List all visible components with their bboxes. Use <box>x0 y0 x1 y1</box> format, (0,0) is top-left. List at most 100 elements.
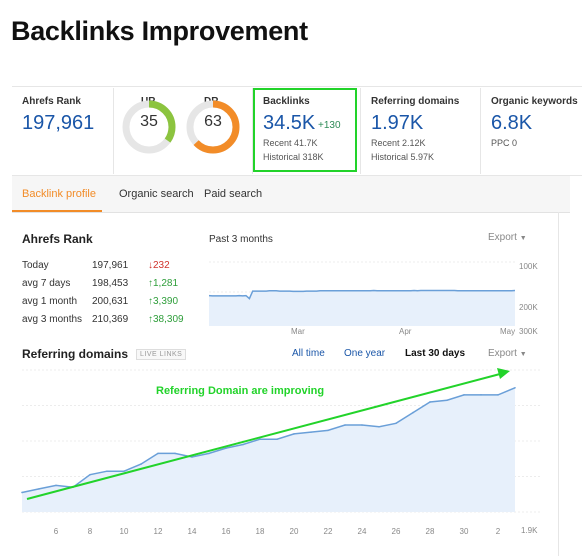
rd-data-point <box>378 426 380 428</box>
rd-x-tick: 2 <box>496 527 501 536</box>
trend-annotation: Referring Domain are improving <box>156 385 325 397</box>
rank-x-tick: Mar <box>291 327 305 336</box>
rd-data-point <box>361 424 363 426</box>
backlinks-highlight-box <box>253 88 357 172</box>
rank-y-tick: 300K <box>519 327 538 336</box>
rd-x-tick: 16 <box>222 527 231 536</box>
rd-x-tick: 10 <box>120 527 129 536</box>
rank-row-change: ↑38,309 <box>148 314 184 325</box>
rd-data-point <box>463 394 465 396</box>
rd-x-tick: 14 <box>188 527 197 536</box>
rd-y-tick: 1.9K <box>521 526 538 535</box>
ahrefs-rank-value[interactable]: 197,961 <box>22 112 95 134</box>
rank-x-tick: May <box>500 327 516 336</box>
rank-row-value: 210,369 <box>92 314 129 325</box>
rd-data-point <box>191 456 193 458</box>
range-one-year[interactable]: One year <box>344 348 386 359</box>
rd-data-point <box>174 452 176 455</box>
referring-domains-historical: Historical 5.97K <box>371 152 435 162</box>
rd-data-point <box>140 463 142 465</box>
rank-row-label: Today <box>22 260 49 271</box>
backlinks-recent: Recent 41.7K <box>263 138 318 148</box>
rd-data-point <box>327 429 329 432</box>
ahrefs-rank-section-title: Ahrefs Rank <box>22 232 93 246</box>
range-last-30-days[interactable]: Last 30 days <box>405 348 466 359</box>
rd-data-point <box>55 484 57 487</box>
rd-data-point <box>21 491 23 494</box>
arrow-up-icon: ↑ <box>148 314 153 325</box>
tab-paid-search[interactable]: Paid search <box>204 188 263 200</box>
referring-export-button[interactable]: Export ▼ <box>488 348 527 359</box>
rank-x-tick: Apr <box>399 327 412 336</box>
rank-y-tick: 100K <box>519 262 538 271</box>
referring-domains-section-title: Referring domains <box>22 347 129 361</box>
backlinks-label: Backlinks <box>263 96 310 107</box>
rd-series-line <box>21 387 516 494</box>
rd-x-tick: 6 <box>54 527 59 536</box>
rank-row-change: ↑1,281 <box>148 278 179 289</box>
rd-area-fill <box>22 387 515 512</box>
referring-domains-label: Referring domains <box>371 96 460 107</box>
rd-data-point <box>497 394 499 396</box>
rank-y-tick: 200K <box>519 303 538 312</box>
rd-data-point <box>259 438 261 441</box>
rd-data-point <box>208 452 210 455</box>
referring-domains-chart: 6 8 10 12 14 16 18 20 22 24 26 28 30 2 <box>21 368 540 536</box>
ahrefs-rank-chart <box>209 261 515 326</box>
rank-row-label: avg 3 months <box>22 314 83 325</box>
rd-data-point <box>429 401 431 403</box>
rank-row-label: avg 7 days <box>22 278 71 289</box>
metrics-strip <box>12 86 582 176</box>
rd-x-tick: 12 <box>154 527 163 536</box>
organic-keywords-ppc: PPC 0 <box>491 138 518 148</box>
range-all-time[interactable]: All time <box>292 348 325 359</box>
tab-bar <box>12 176 570 213</box>
ur-value: 35 <box>140 113 158 130</box>
backlinks-value[interactable]: 34.5K <box>263 112 316 134</box>
rank-row-value: 197,961 <box>92 260 129 271</box>
rank-export-button[interactable]: Export ▼ <box>488 232 527 243</box>
rank-row-change: ↑3,390 <box>148 296 179 307</box>
rd-data-point <box>446 399 448 401</box>
arrow-down-icon: ↓ <box>148 260 153 271</box>
rd-x-tick: 22 <box>324 527 333 536</box>
trend-arrow-line <box>26 373 501 500</box>
live-links-badge: LIVE LINKS <box>136 349 187 360</box>
tab-backlink-profile[interactable]: Backlink profile <box>22 188 96 200</box>
dr-value: 63 <box>204 113 222 130</box>
page-title: Backlinks Improvement <box>11 16 308 46</box>
ahrefs-rank-label: Ahrefs Rank <box>22 96 81 107</box>
backlinks-delta: +130 <box>318 120 341 131</box>
rd-data-point <box>38 488 40 490</box>
rd-x-tick: 18 <box>256 527 265 536</box>
backlinks-historical: Historical 318K <box>263 152 324 162</box>
referring-domains-value[interactable]: 1.97K <box>371 112 424 134</box>
rd-data-point <box>106 470 108 472</box>
rank-period-label: Past 3 months <box>209 234 273 245</box>
rank-row-change: ↓232 <box>148 260 170 271</box>
chevron-down-icon: ▼ <box>519 235 527 242</box>
arrow-head-icon <box>497 368 510 379</box>
ur-gauge <box>122 100 176 154</box>
chevron-down-icon: ▼ <box>519 351 527 358</box>
rd-data-point <box>344 424 346 426</box>
dr-gauge <box>186 100 240 154</box>
rd-x-tick: 24 <box>358 527 367 536</box>
arrow-up-icon: ↑ <box>148 278 153 289</box>
rd-data-point <box>123 470 125 472</box>
referring-domains-recent: Recent 2.12K <box>371 138 426 148</box>
active-tab-underline <box>12 210 102 212</box>
rd-data-point <box>242 443 244 446</box>
rd-x-tick: 30 <box>460 527 469 536</box>
rd-x-tick: 8 <box>88 527 93 536</box>
rd-x-tick: 26 <box>392 527 401 536</box>
rd-data-point <box>276 438 278 441</box>
arrow-up-icon: ↑ <box>148 296 153 307</box>
rd-data-point <box>412 411 414 414</box>
rd-x-tick: 28 <box>426 527 435 536</box>
tab-organic-search[interactable]: Organic search <box>119 188 194 200</box>
organic-keywords-value[interactable]: 6.8K <box>491 112 533 134</box>
organic-keywords-label: Organic keywords <box>491 96 578 107</box>
rd-data-point <box>310 431 312 433</box>
rank-row-label: avg 1 month <box>22 296 78 307</box>
